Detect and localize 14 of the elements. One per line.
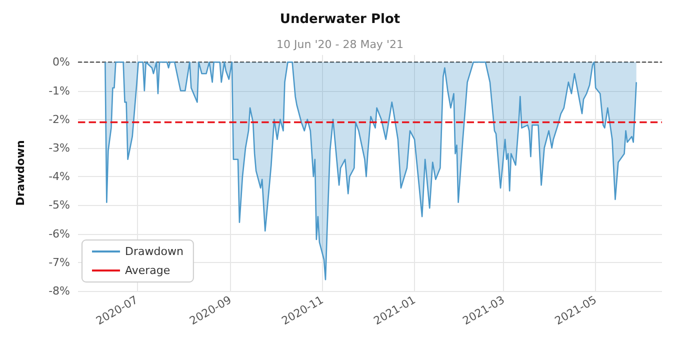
y-tick-label: -7% <box>48 256 70 269</box>
legend-label: Drawdown <box>125 245 184 258</box>
y-tick-label: -6% <box>48 227 70 240</box>
y-axis-title: Drawdown <box>14 140 27 206</box>
y-tick-label: -2% <box>48 112 70 126</box>
chart-subtitle: 10 Jun '20 - 28 May '21 <box>276 38 404 51</box>
y-tick-label: -4% <box>48 170 70 184</box>
chart-title: Underwater Plot <box>280 12 400 27</box>
legend-label: Average <box>125 264 170 277</box>
y-tick-label: 0% <box>52 56 70 69</box>
y-tick-label: -3% <box>48 141 70 154</box>
y-tick-label: -1% <box>48 84 70 98</box>
y-tick-label: -5% <box>48 198 70 212</box>
y-tick-label: -8% <box>48 284 70 298</box>
